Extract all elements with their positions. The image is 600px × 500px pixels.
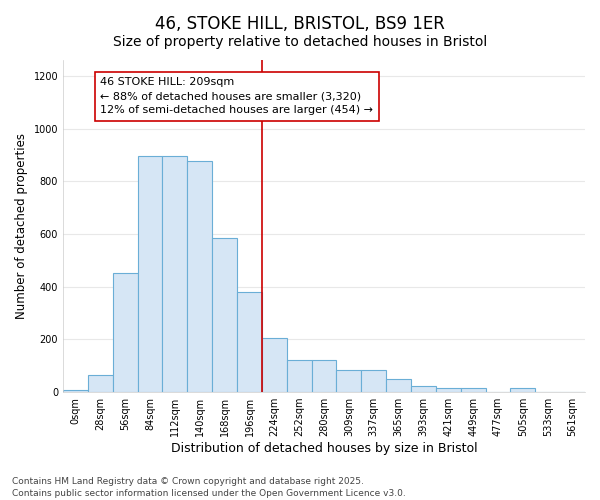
Bar xyxy=(287,360,311,392)
Bar xyxy=(187,162,212,392)
Y-axis label: Number of detached properties: Number of detached properties xyxy=(15,133,28,319)
Bar xyxy=(113,274,137,392)
Bar xyxy=(337,370,361,392)
Text: 46 STOKE HILL: 209sqm
← 88% of detached houses are smaller (3,320)
12% of semi-d: 46 STOKE HILL: 209sqm ← 88% of detached … xyxy=(100,77,373,115)
Text: Contains HM Land Registry data © Crown copyright and database right 2025.
Contai: Contains HM Land Registry data © Crown c… xyxy=(12,476,406,498)
Bar xyxy=(262,338,287,392)
Bar xyxy=(361,370,386,392)
Bar xyxy=(63,390,88,392)
Bar xyxy=(461,388,485,392)
Bar xyxy=(311,360,337,392)
Text: Size of property relative to detached houses in Bristol: Size of property relative to detached ho… xyxy=(113,35,487,49)
Bar xyxy=(386,379,411,392)
Bar xyxy=(212,238,237,392)
X-axis label: Distribution of detached houses by size in Bristol: Distribution of detached houses by size … xyxy=(171,442,478,455)
Bar xyxy=(411,386,436,392)
Bar xyxy=(163,156,187,392)
Bar xyxy=(88,375,113,392)
Bar xyxy=(137,156,163,392)
Bar xyxy=(237,292,262,392)
Bar xyxy=(511,388,535,392)
Text: 46, STOKE HILL, BRISTOL, BS9 1ER: 46, STOKE HILL, BRISTOL, BS9 1ER xyxy=(155,15,445,33)
Bar xyxy=(436,388,461,392)
